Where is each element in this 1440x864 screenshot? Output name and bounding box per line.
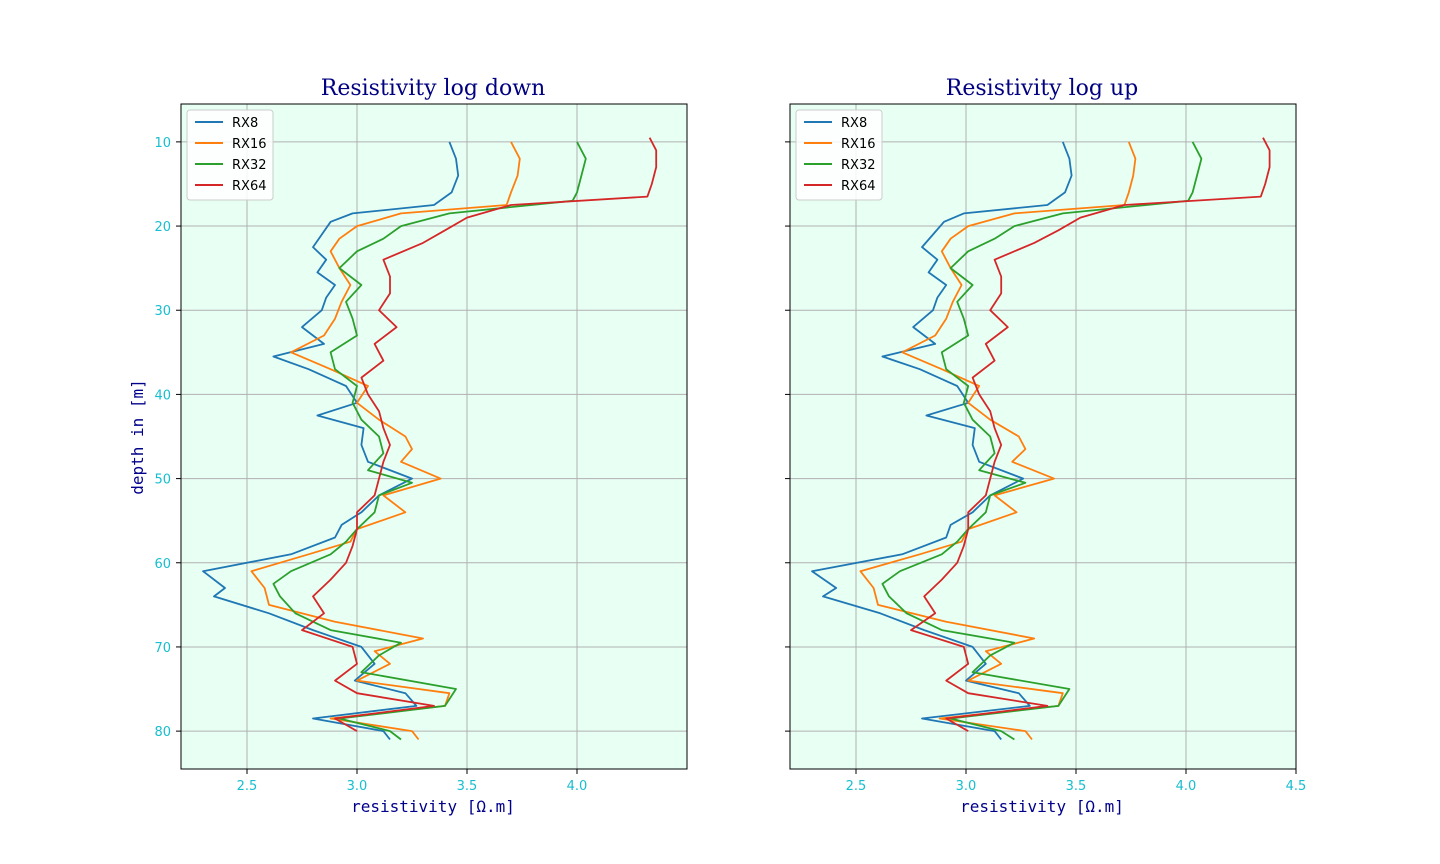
x-tick-label: 4.0 — [567, 779, 588, 794]
series-line-rx64 — [910, 137, 1271, 732]
x-tick-label: 2.5 — [237, 779, 258, 794]
plot-area — [181, 104, 687, 769]
x-tick-label: 3.0 — [956, 779, 977, 794]
legend-label-rx16: RX16 — [232, 137, 266, 152]
legend — [186, 109, 274, 201]
legend-label-rx32: RX32 — [841, 158, 875, 173]
plot-area — [790, 104, 1296, 769]
y-tick-label: 50 — [154, 473, 171, 488]
x-axis-label: resistivity [Ω.m] — [960, 797, 1124, 816]
x-tick-label: 3.0 — [347, 779, 368, 794]
series-line-rx64 — [301, 137, 658, 732]
chart-title: Resistivity log up — [946, 76, 1138, 101]
x-axis-label: resistivity [Ω.m] — [351, 797, 515, 816]
chart-title: Resistivity log down — [321, 76, 546, 101]
y-tick-label: 70 — [154, 641, 171, 656]
legend-label-rx8: RX8 — [841, 116, 867, 131]
x-tick-label: 2.5 — [846, 779, 867, 794]
legend-label-rx64: RX64 — [232, 179, 266, 194]
series-line-rx32 — [272, 141, 587, 741]
series-line-rx32 — [881, 141, 1203, 741]
x-tick-label: 4.5 — [1286, 779, 1307, 794]
y-tick-label: 80 — [154, 725, 171, 740]
chart-resistivity-log-up: Resistivity log up resistivity [Ω.m] 2.5… — [785, 76, 1306, 816]
y-tick-label: 20 — [154, 220, 171, 235]
legend-label-rx8: RX8 — [232, 116, 258, 131]
y-axis-label: depth in [m] — [128, 379, 147, 495]
chart-resistivity-log-down: Resistivity log down resistivity [Ω.m] d… — [128, 76, 688, 816]
series-line-rx8 — [202, 141, 460, 741]
x-tick-label: 4.0 — [1176, 779, 1197, 794]
x-tick-label: 3.5 — [457, 779, 478, 794]
series-line-rx8 — [811, 141, 1073, 741]
axes-frame — [180, 103, 688, 770]
legend-label-rx64: RX64 — [841, 179, 875, 194]
y-tick-label: 10 — [154, 136, 171, 151]
x-tick-label: 3.5 — [1066, 779, 1087, 794]
legend-label-rx32: RX32 — [232, 158, 266, 173]
y-tick-label: 40 — [154, 388, 171, 403]
axes-frame — [789, 103, 1297, 770]
legend-label-rx16: RX16 — [841, 137, 875, 152]
y-tick-label: 30 — [154, 304, 171, 319]
y-tick-label: 60 — [154, 557, 171, 572]
legend — [795, 109, 883, 201]
